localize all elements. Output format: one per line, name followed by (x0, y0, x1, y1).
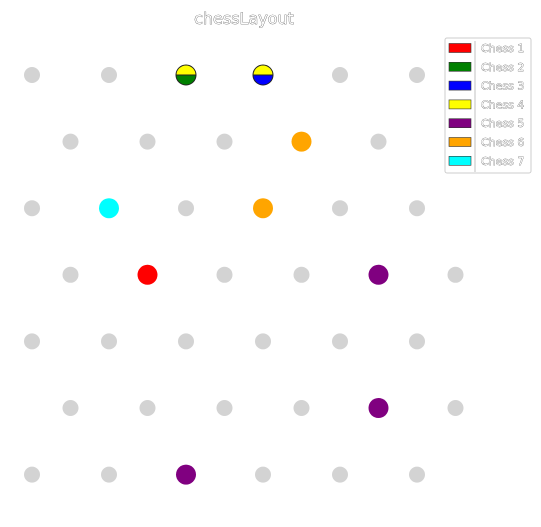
legend-swatch-chess-3 (448, 80, 472, 91)
board-slot-r3-0 (62, 266, 79, 283)
board-slot-r5-2 (216, 400, 233, 416)
board-slot-r4-2 (178, 333, 194, 350)
board-slot-r2-2 (178, 200, 194, 217)
board-slot-r1-1 (139, 133, 156, 150)
split-piece-outline-2 (252, 64, 274, 86)
board-slot-r1-0 (62, 133, 79, 150)
chess-6-piece-1 (291, 131, 312, 152)
chess-5-piece-2 (368, 398, 389, 418)
board-slot-r0-5 (409, 67, 425, 83)
split-piece-outline-1 (175, 64, 197, 86)
legend-label-chess-5: Chess 5 (481, 117, 524, 130)
board-slot-r5-0 (62, 400, 79, 416)
chart-title: chessLayout (194, 9, 294, 28)
legend-swatch-chess-6 (448, 137, 472, 147)
board-slot-r0-4 (332, 67, 348, 83)
board-grid (24, 67, 464, 483)
board-slot-r2-0 (24, 200, 40, 217)
legend-label-chess-1: Chess 1 (481, 42, 524, 55)
chess-3-piece-1 (253, 75, 273, 85)
chess-4-piece-1 (176, 65, 196, 75)
chess-pieces (99, 64, 389, 485)
legend-label-chess-2: Chess 2 (481, 61, 524, 74)
legend-swatch-chess-5 (448, 118, 472, 128)
board-slot-r1-2 (216, 133, 233, 150)
board-slot-r4-4 (332, 333, 348, 350)
board-slot-r3-2 (216, 266, 233, 283)
legend-label-chess-4: Chess 4 (481, 98, 524, 111)
board-slot-r0-1 (101, 67, 117, 83)
board-slot-r4-0 (24, 333, 40, 350)
chess-7-piece-1 (99, 198, 119, 219)
legend-swatch-chess-4 (448, 99, 472, 110)
legend-swatch-chess-7 (448, 156, 472, 166)
board-slot-r1-4 (370, 133, 387, 150)
board-slot-r0-0 (24, 67, 40, 83)
chess-2-piece-1 (176, 75, 196, 85)
board-slot-r3-5 (447, 266, 464, 283)
board-slot-r4-3 (255, 333, 271, 350)
legend-label-chess-7: Chess 7 (481, 155, 524, 168)
board-slot-r6-0 (24, 466, 40, 483)
legend-label-chess-3: Chess 3 (481, 80, 524, 93)
board-slot-r4-5 (409, 333, 425, 350)
board-slot-r2-5 (409, 200, 425, 217)
legend-label-chess-6: Chess 6 (481, 136, 524, 149)
chess-4-piece-2 (253, 65, 273, 75)
board-slot-r6-3 (255, 466, 271, 483)
board-slot-r5-3 (293, 400, 310, 416)
board-slot-r5-1 (139, 400, 156, 416)
chess-6-piece-2 (253, 198, 273, 219)
chess-5-piece-1 (368, 264, 389, 285)
board-slot-r5-5 (447, 400, 464, 416)
board-slot-r2-4 (332, 200, 348, 217)
board-slot-r6-1 (101, 466, 117, 483)
board-slot-r6-4 (332, 466, 348, 483)
legend-swatch-chess-1 (448, 43, 472, 53)
board-slot-r6-5 (409, 466, 425, 483)
chess-1-piece-1 (137, 264, 158, 285)
chart-legend: Chess 1 Chess 2 Chess 3 Chess 4 Chess 5 Chess… (444, 37, 532, 174)
chess-5-piece-3 (176, 464, 196, 485)
board-slot-r3-3 (293, 266, 310, 283)
legend-swatch-chess-2 (448, 61, 472, 72)
board-slot-r4-1 (101, 333, 117, 350)
